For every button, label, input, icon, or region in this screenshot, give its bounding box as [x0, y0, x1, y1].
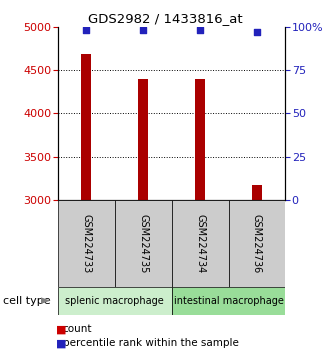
- Point: [141, 27, 146, 33]
- Bar: [81, 54, 91, 200]
- Text: count: count: [63, 324, 92, 334]
- Bar: [115, 200, 172, 287]
- Point: [83, 27, 89, 33]
- Text: percentile rank within the sample: percentile rank within the sample: [63, 338, 239, 348]
- Point: [197, 27, 203, 33]
- Bar: [138, 79, 148, 200]
- Bar: [58, 287, 172, 315]
- Bar: [58, 200, 115, 287]
- Text: ■: ■: [56, 338, 67, 348]
- Text: intestinal macrophage: intestinal macrophage: [174, 296, 283, 306]
- Bar: [172, 287, 285, 315]
- Text: GSM224733: GSM224733: [81, 214, 91, 273]
- Text: ►: ►: [41, 295, 51, 307]
- Text: GSM224735: GSM224735: [138, 214, 148, 273]
- Bar: [195, 79, 205, 200]
- Bar: [228, 200, 285, 287]
- Bar: [172, 200, 228, 287]
- Text: cell type: cell type: [3, 296, 51, 306]
- Text: GSM224734: GSM224734: [195, 214, 205, 273]
- Text: ■: ■: [56, 324, 67, 334]
- Text: GDS2982 / 1433816_at: GDS2982 / 1433816_at: [88, 12, 242, 25]
- Bar: [252, 185, 262, 200]
- Point: [254, 29, 260, 35]
- Text: splenic macrophage: splenic macrophage: [65, 296, 164, 306]
- Text: GSM224736: GSM224736: [252, 214, 262, 273]
